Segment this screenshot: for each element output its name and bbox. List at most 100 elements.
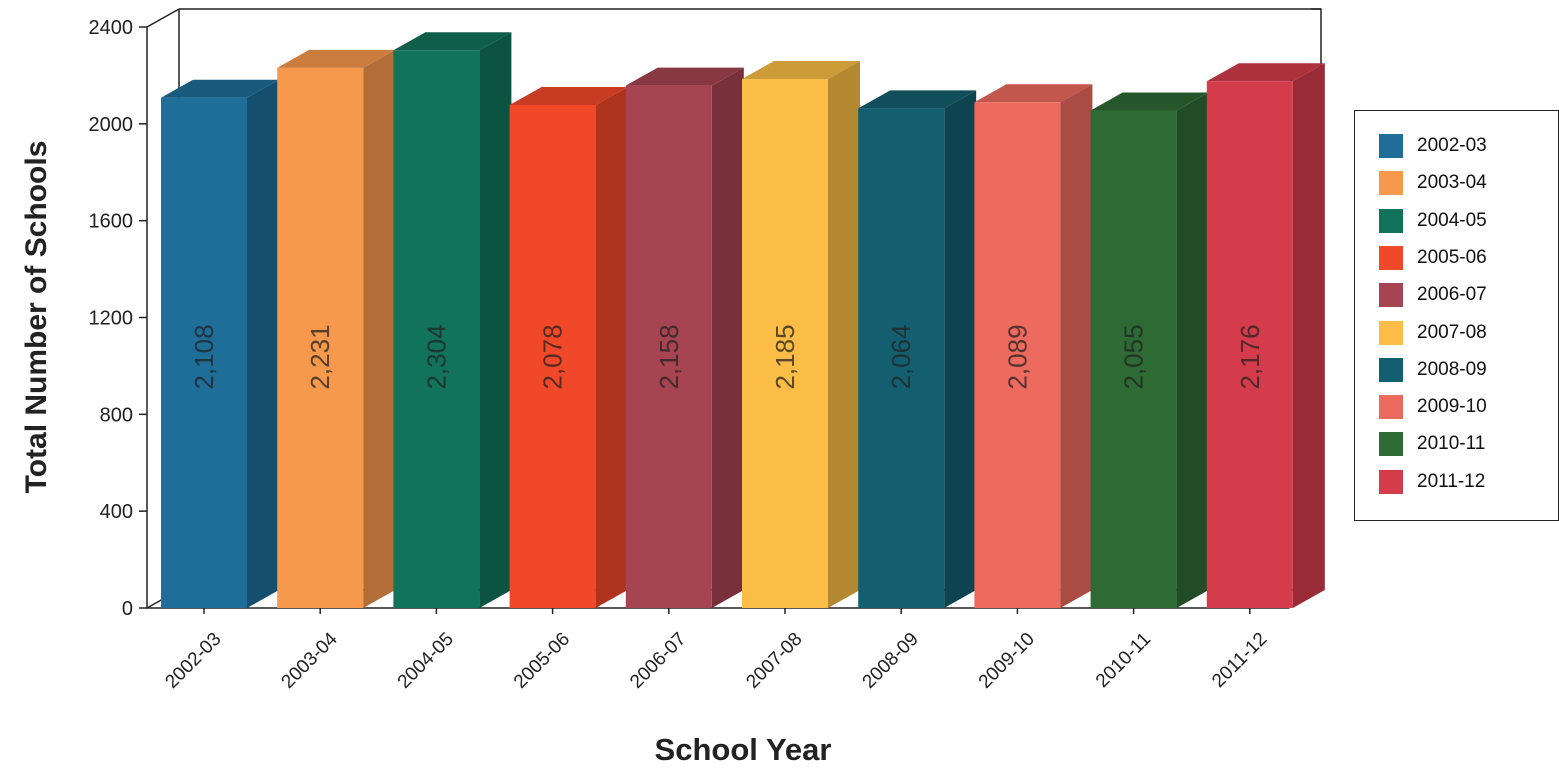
bar-front: [858, 108, 945, 608]
legend-item: 2007-08: [1379, 320, 1487, 345]
x-tick-label: 2006-07: [626, 629, 690, 693]
bar-side: [247, 79, 279, 608]
bar-2007-08: 2,185: [742, 61, 860, 609]
legend-item: 2008-09: [1379, 357, 1487, 382]
legend: 2002-03 2003-04 2004-05 2005-06 2006-07 2007-…: [1354, 110, 1559, 521]
y-axis: 0 400 800 1200 1600 2000 2400: [89, 17, 147, 620]
x-tick-label: 2010-11: [1092, 629, 1155, 692]
bar-side: [595, 86, 628, 609]
legend-swatch: [1379, 395, 1403, 420]
legend-label: 2002-03: [1417, 135, 1487, 156]
bar-side: [1060, 84, 1093, 609]
data-label: 2,158: [654, 324, 684, 389]
bar-2004-05: 2,304: [393, 32, 512, 609]
legend-label: 2003-04: [1417, 172, 1487, 194]
bar-side: [1292, 63, 1325, 608]
bar-2002-03: 2,108: [161, 79, 279, 609]
bar-2008-09: 2,064: [858, 90, 977, 609]
legend-item: 2003-04: [1379, 171, 1487, 196]
bar-2005-06: 2,078: [509, 86, 628, 609]
data-label: 2,055: [1119, 324, 1149, 389]
data-label: 2,304: [421, 324, 451, 389]
y-axis-title: Total Number of Schools: [20, 141, 53, 494]
bar-top: [393, 32, 512, 51]
legend-swatch: [1379, 432, 1403, 457]
x-tick-label: 2002-03: [161, 629, 225, 693]
legend-swatch: [1379, 283, 1403, 308]
y-tick-label: 0: [122, 598, 133, 620]
x-tick-label: 2008-09: [859, 629, 923, 693]
legend-item: 2010-11: [1379, 432, 1486, 457]
bar-top: [509, 86, 628, 105]
x-tick-label: 2011-12: [1208, 629, 1271, 692]
y-tick-label: 800: [100, 404, 133, 426]
bar-side: [944, 90, 977, 609]
bar-2009-10: 2,089: [974, 84, 1093, 609]
legend-swatch: [1379, 208, 1403, 233]
legend-swatch: [1379, 320, 1403, 345]
y-tick-label: 2000: [89, 114, 134, 136]
data-label: 2,078: [538, 324, 568, 389]
legend-label: 2006-07: [1417, 284, 1487, 306]
legend-label: 2010-11: [1417, 433, 1486, 455]
legend-item: 2011-12: [1379, 469, 1485, 494]
bar-top: [161, 79, 279, 98]
legend-item: 2009-10: [1379, 395, 1487, 420]
legend-swatch: [1379, 245, 1403, 270]
legend-swatch: [1379, 134, 1403, 158]
bar-side: [828, 61, 860, 609]
bar-top: [1090, 92, 1209, 111]
bar-front: [742, 79, 828, 609]
bar-front: [974, 102, 1061, 609]
bar-top: [742, 61, 860, 80]
legend-item: 2004-05: [1379, 208, 1487, 233]
bar-front: [277, 67, 364, 608]
y-tick-label: 2400: [89, 17, 134, 39]
bar-top: [277, 49, 396, 68]
x-tick-label: 2009-10: [975, 629, 1039, 693]
data-label: 2,231: [305, 324, 335, 389]
x-tick-label: 2004-05: [394, 629, 458, 693]
legend-label: 2009-10: [1417, 396, 1487, 418]
x-tick-label: 2007-08: [742, 629, 806, 693]
bar-side: [479, 32, 512, 609]
legend-item: 2002-03: [1379, 134, 1487, 158]
bar-top: [625, 67, 744, 86]
bar-front: [1090, 110, 1177, 609]
legend-label: 2005-06: [1417, 246, 1487, 268]
bars: 2,108 2,231 2,304 2,078 2,158 2,185 2,064 2,089…: [161, 32, 1325, 609]
y-tick-label: 1200: [89, 308, 134, 330]
bar-front: [393, 50, 480, 609]
bar-side: [711, 67, 744, 608]
x-axis-title: School Year: [655, 732, 832, 767]
y-tick-label: 400: [100, 501, 133, 523]
bar-front: [509, 104, 596, 608]
data-label: 2,108: [189, 324, 219, 389]
legend-label: 2008-09: [1417, 358, 1487, 380]
bar-front: [625, 85, 712, 608]
legend-label: 2004-05: [1417, 209, 1487, 231]
legend-swatch: [1379, 357, 1403, 382]
bar-2010-11: 2,055: [1090, 92, 1209, 609]
legend-swatch: [1379, 469, 1403, 494]
data-label: 2,176: [1235, 324, 1265, 389]
bar-top: [974, 84, 1093, 103]
data-label: 2,064: [886, 324, 916, 389]
y-tick-label: 1600: [89, 211, 134, 233]
bar-top: [858, 90, 977, 109]
data-label: 2,185: [770, 324, 800, 389]
bar-side: [363, 49, 396, 608]
bar-front: [1206, 81, 1293, 608]
bar-2006-07: 2,158: [625, 67, 744, 608]
x-tick-label: 2003-04: [278, 628, 342, 692]
x-tick-label: 2005-06: [510, 629, 574, 693]
bar-top: [1206, 63, 1325, 82]
bar-2003-04: 2,231: [277, 49, 396, 608]
bar-front: [161, 97, 247, 609]
data-label: 2,089: [1002, 324, 1032, 389]
bar-2011-12: 2,176: [1206, 63, 1325, 608]
frame-corner-top: [146, 8, 180, 28]
legend-swatch: [1379, 171, 1403, 196]
bar-side: [1176, 92, 1209, 609]
